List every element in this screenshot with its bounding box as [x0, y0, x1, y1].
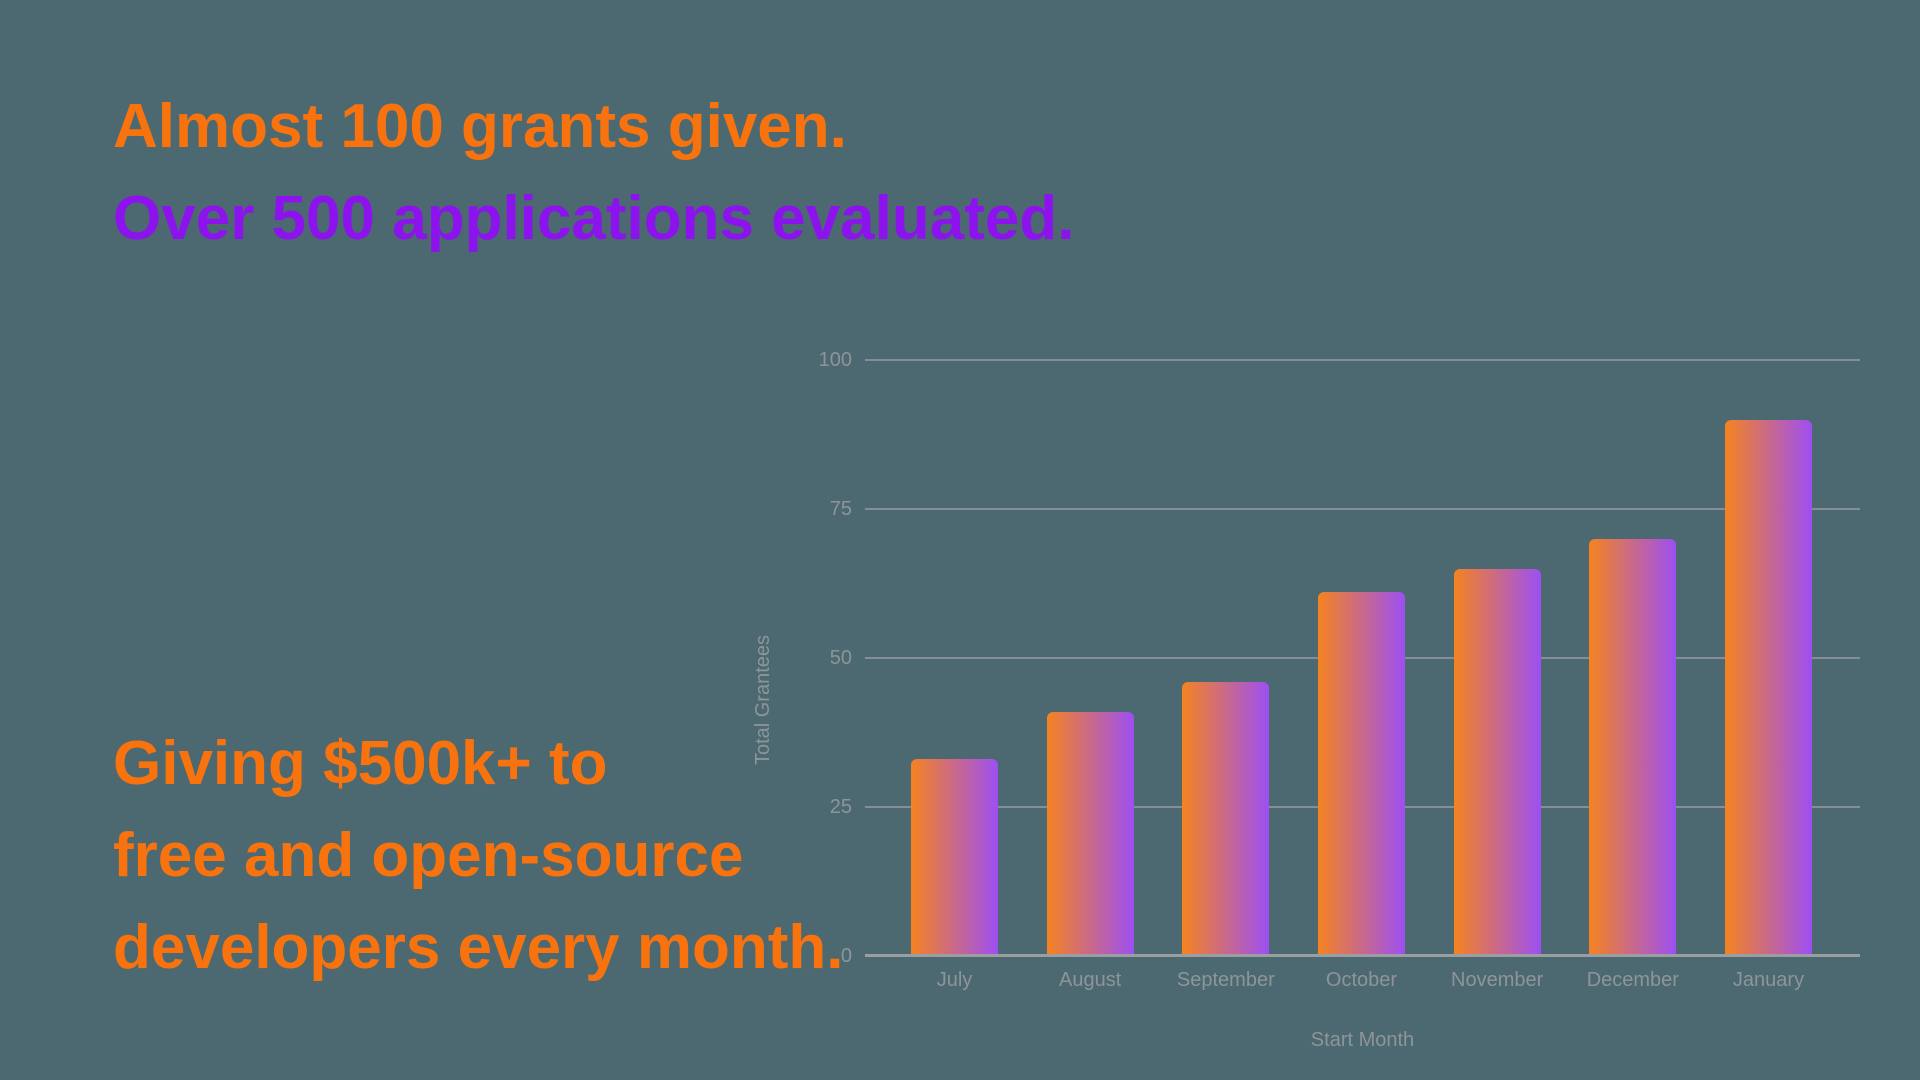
subheadline-line-3: developers every month. — [113, 913, 844, 982]
plot-area — [865, 359, 1860, 957]
headline: Almost 100 grants given. Over 500 applic… — [113, 81, 1074, 265]
subheadline: Giving $500k+ to free and open-source de… — [113, 718, 844, 994]
headline-grants: Almost 100 grants given. — [113, 92, 847, 161]
y-tick-label-75: 75 — [829, 498, 852, 520]
x-tick-label-january: January — [1732, 969, 1805, 991]
bar-november — [1453, 568, 1541, 956]
bar-july — [911, 759, 998, 956]
gridline-75 — [865, 508, 1860, 510]
subheadline-line-1: Giving $500k+ to — [113, 729, 608, 798]
subheadline-line-2: free and open-source — [113, 821, 744, 890]
x-axis-title: Start Month — [1310, 1029, 1415, 1051]
x-tick-label-november: November — [1451, 969, 1544, 991]
bar-january — [1725, 419, 1812, 956]
x-tick-label-october: October — [1325, 969, 1398, 991]
gridline-100 — [865, 359, 1860, 361]
y-tick-label-25: 25 — [829, 796, 852, 818]
x-axis-line — [865, 954, 1860, 957]
y-tick-label-50: 50 — [829, 647, 852, 669]
bar-august — [1046, 711, 1134, 956]
x-tick-label-december: December — [1586, 969, 1679, 991]
y-tick-label-100: 100 — [818, 349, 852, 371]
grantees-bar-chart: Total Grantees 0 25 50 75 100 July August Sept… — [688, 340, 1880, 1080]
x-tick-label-july: July — [936, 969, 973, 991]
headline-applications: Over 500 applications evaluated. — [113, 184, 1075, 253]
y-tick-label-0: 0 — [840, 945, 852, 967]
y-axis-title: Total Grantees — [752, 634, 774, 766]
bar-october — [1318, 592, 1405, 956]
bar-september — [1182, 681, 1270, 956]
x-tick-label-september: September — [1176, 969, 1275, 991]
x-tick-label-august: August — [1059, 969, 1122, 991]
bar-december — [1589, 538, 1677, 956]
